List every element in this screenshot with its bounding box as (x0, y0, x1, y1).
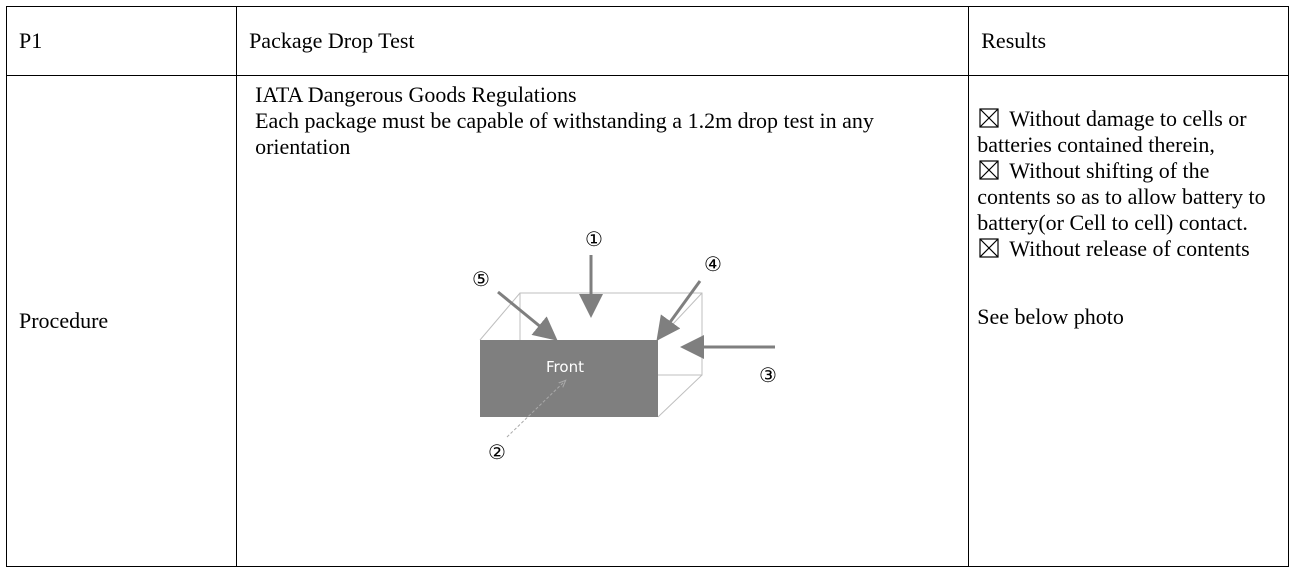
test-table: P1 Package Drop Test Results Procedure I… (5, 6, 1289, 567)
direction-label: ③ (759, 363, 777, 387)
header-cell: Results (968, 6, 1289, 76)
result-item: Without release of contents (977, 236, 1267, 262)
direction-labels: ① ② ③ ④ ⑤ (472, 227, 777, 464)
front-label: Front (546, 358, 584, 376)
result-item: Without shifting of the contents so as t… (977, 158, 1267, 236)
arrows (497, 255, 775, 359)
row-label: Procedure (5, 75, 238, 567)
checkbox (979, 238, 999, 258)
header-cell: Package Drop Test (236, 6, 970, 76)
page: P1 Package Drop Test Results Procedure I… (5, 6, 1289, 567)
direction-label: ① (585, 227, 603, 251)
box-front (480, 340, 658, 417)
procedure-row: Procedure IATA Dangerous Goods Regulatio… (5, 75, 1289, 567)
heading: IATA Dangerous Goods Regulations (255, 82, 577, 107)
description: Each package must be capable of withstan… (255, 108, 874, 159)
checkbox (979, 160, 999, 180)
arrow (506, 381, 565, 438)
direction-label: ② (488, 440, 506, 464)
result-text: Without shifting of the contents so as t… (977, 158, 1266, 235)
procedure-cell: IATA Dangerous Goods Regulations Each pa… (236, 75, 970, 567)
results-cell: Without damage to cells or batteries con… (968, 75, 1289, 567)
result-item: Without damage to cells or batteries con… (977, 106, 1267, 158)
result-text: Without damage to cells or batteries con… (977, 106, 1247, 157)
header-cell: P1 (5, 6, 238, 76)
drop-diagram: Front ① ② ③ ④ ⑤ (472, 227, 777, 464)
result-text: Without release of contents (1009, 236, 1250, 261)
checkbox (979, 108, 999, 128)
direction-label: ④ (704, 252, 722, 276)
direction-label: ⑤ (472, 267, 490, 291)
header-row: P1 Package Drop Test Results (5, 6, 1289, 76)
note: See below photo (977, 304, 1124, 329)
